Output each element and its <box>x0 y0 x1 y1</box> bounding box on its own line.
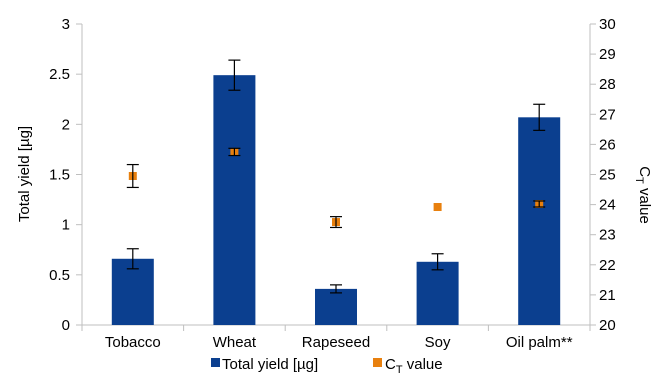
y-tick-label: 0.5 <box>49 267 70 284</box>
y2-tick-label: 29 <box>599 46 616 63</box>
ct-markers <box>126 147 546 229</box>
legend-label-ct-value: CT value <box>385 356 443 373</box>
y-tick-label: 0 <box>62 317 70 334</box>
y-tick-label: 1 <box>62 217 70 234</box>
legend-swatch-ct-value <box>373 358 382 367</box>
y-tick-label: 2.5 <box>49 66 70 83</box>
legend-swatch-total-yield <box>211 358 220 367</box>
bar <box>315 288 357 325</box>
y2-tick-label: 26 <box>599 136 616 153</box>
x-tick-label: Tobacco <box>105 334 161 351</box>
y2-axis-title-main: C <box>636 166 653 177</box>
y2-tick-label: 23 <box>599 227 616 244</box>
y2-tick-label: 20 <box>599 317 616 334</box>
bar <box>111 258 154 325</box>
y2-tick-label: 25 <box>599 167 616 184</box>
y2-axis-title-rest: value <box>636 184 653 224</box>
y2-tick-label: 21 <box>599 287 616 304</box>
bars <box>111 59 561 325</box>
legend-label-ct-sub: T <box>396 364 403 373</box>
y2-tick-label: 30 <box>599 16 616 33</box>
legend: Total yield [µg] CT value <box>211 356 443 373</box>
bar <box>416 261 459 325</box>
y2-tick-label: 28 <box>599 76 616 93</box>
legend-label-ct-main: C <box>385 356 396 373</box>
legend-label-ct-rest: value <box>403 356 443 373</box>
x-tick-label: Soy <box>425 334 451 351</box>
ct-point <box>433 203 442 212</box>
tick-labels: 0 0.5 1 1.5 2 2.5 3 20 21 22 23 24 25 26 27 28 29 30 Tobac… <box>49 16 616 351</box>
y2-axis-title-sub: T <box>633 177 645 184</box>
y2-axis-title: CT value <box>633 166 653 224</box>
y-tick-label: 2 <box>62 116 70 133</box>
y-tick-label: 3 <box>62 16 70 33</box>
y-tick-label: 1.5 <box>49 167 70 184</box>
x-tick-label: Rapeseed <box>302 334 370 351</box>
y2-tick-label: 22 <box>599 257 616 274</box>
x-tick-label: Oil palm** <box>506 334 573 351</box>
bar <box>518 117 561 325</box>
bar <box>213 75 256 325</box>
y2-tick-label: 27 <box>599 106 616 123</box>
x-tick-label: Wheat <box>213 334 257 351</box>
y-axis-title: Total yield [µg] <box>16 126 33 222</box>
legend-label-total-yield: Total yield [µg] <box>222 356 318 373</box>
y2-tick-label: 24 <box>599 197 616 214</box>
